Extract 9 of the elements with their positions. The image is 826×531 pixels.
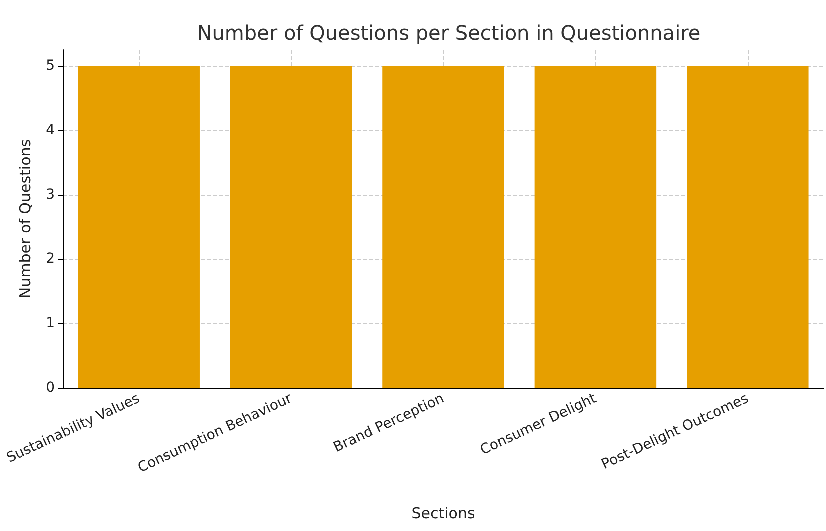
y-tick-label: 3	[46, 186, 55, 203]
y-tick-label: 0	[46, 380, 55, 396]
x-axis-title: Sections	[412, 504, 476, 522]
y-axis-title: Number of Questions	[16, 139, 34, 299]
y-tick-label: 4	[46, 122, 56, 138]
y-tick-label: 2	[46, 251, 55, 268]
y-tick-label: 1	[46, 316, 55, 332]
chart-title: Number of Questions per Section in Questionnaire	[197, 21, 701, 45]
y-tick-label: 5	[46, 58, 55, 74]
